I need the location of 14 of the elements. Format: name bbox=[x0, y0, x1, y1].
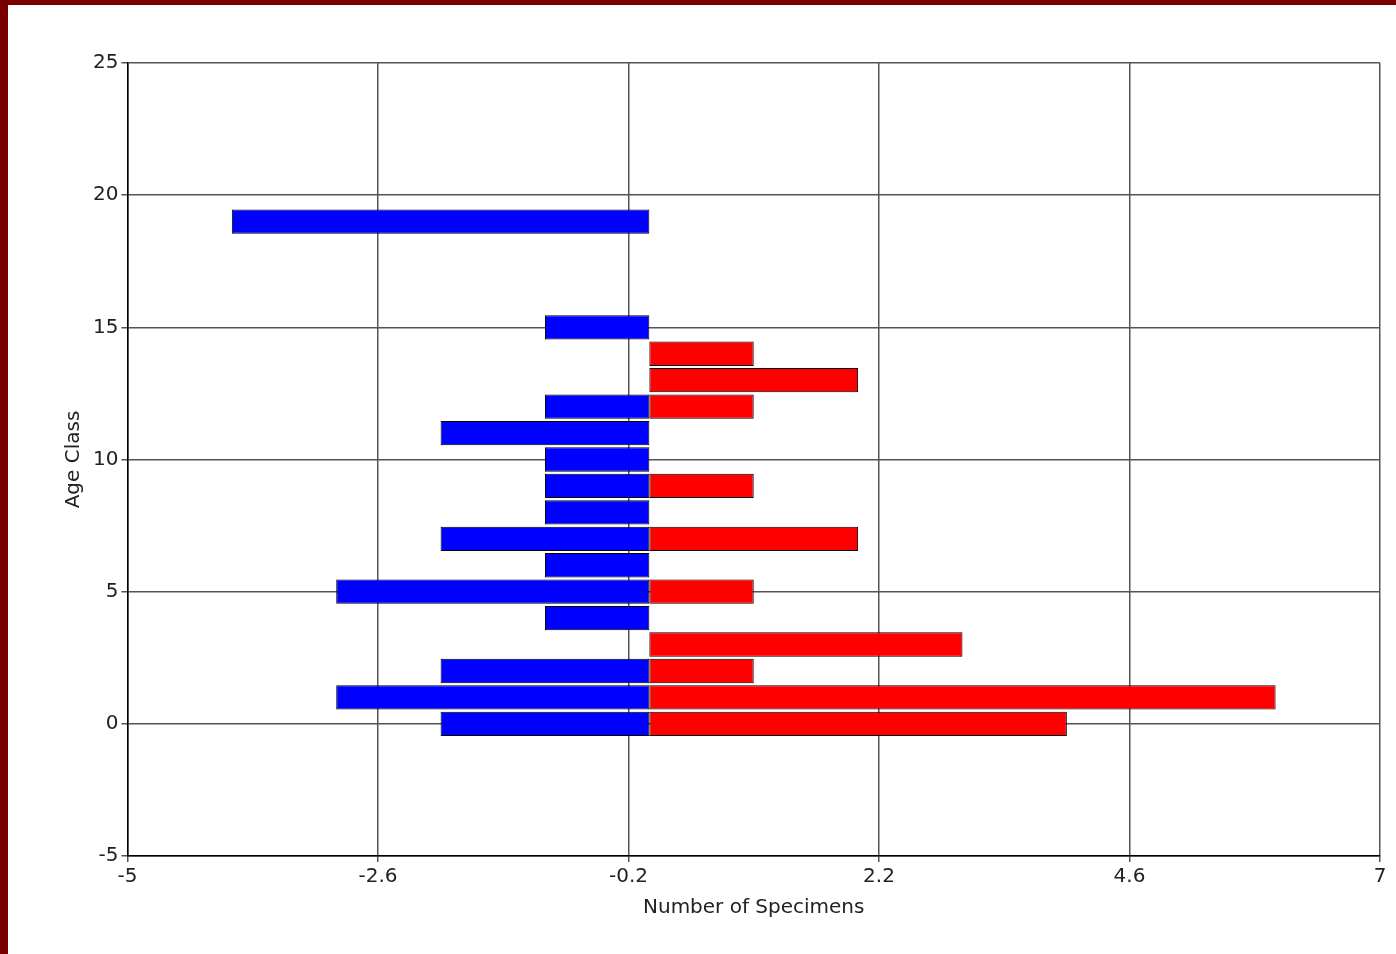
y-tick-label: 5 bbox=[105, 577, 119, 602]
y-axis-title: Age Class bbox=[60, 410, 85, 509]
x-axis-title: Number of Specimens bbox=[642, 894, 865, 919]
x-tick-label: -0.2 bbox=[608, 863, 648, 888]
y-tick-label: 10 bbox=[93, 445, 119, 470]
y-tick-label: 20 bbox=[93, 181, 119, 206]
x-tick-label: 7 bbox=[1373, 863, 1387, 888]
y-tick-label: 25 bbox=[93, 49, 119, 74]
x-tick-label: 2.2 bbox=[863, 863, 895, 888]
y-tick-label: 15 bbox=[93, 313, 119, 338]
y-tick-label: 0 bbox=[105, 710, 119, 735]
y-tick-label: -5 bbox=[98, 842, 119, 867]
x-tick-label: 4.6 bbox=[1113, 863, 1146, 888]
x-tick-label: -2.6 bbox=[358, 863, 398, 888]
